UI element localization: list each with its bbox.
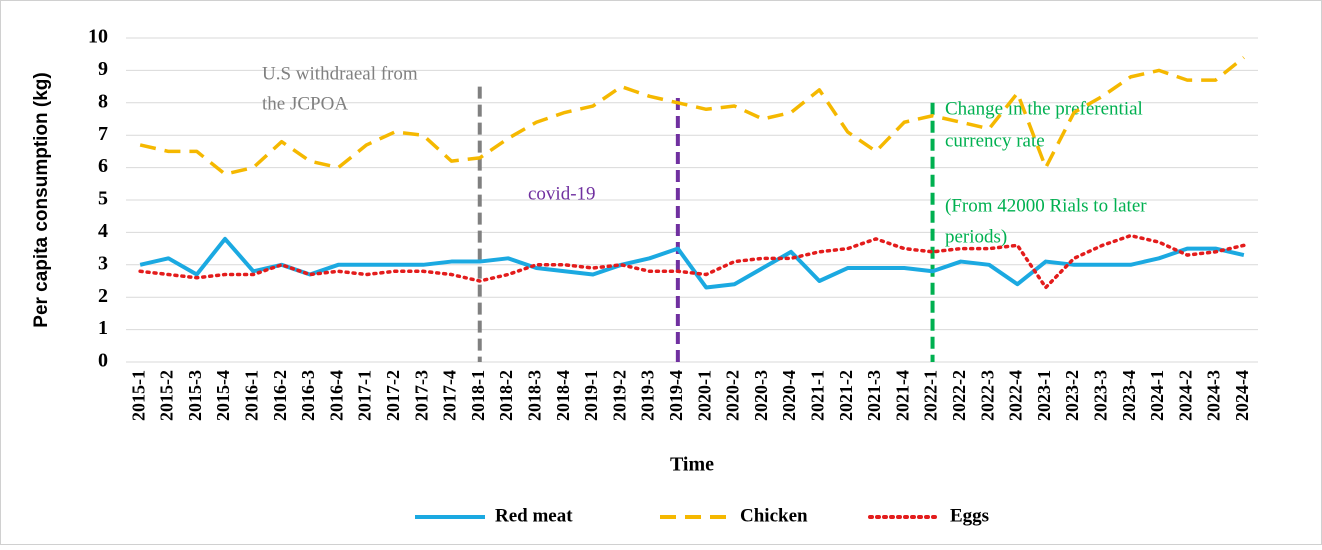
x-tick-label: 2017-3 bbox=[411, 370, 431, 421]
x-tick-label: 2023-3 bbox=[1090, 370, 1110, 421]
x-tick-label: 2022-4 bbox=[1006, 370, 1026, 421]
y-tick-label: 2 bbox=[98, 285, 108, 307]
annotation: periods) bbox=[945, 226, 1007, 247]
x-axis-label: Time bbox=[670, 454, 714, 476]
y-tick-label: 4 bbox=[98, 220, 108, 242]
y-tick-label: 6 bbox=[98, 155, 108, 177]
y-tick-label: 10 bbox=[88, 26, 108, 48]
x-tick-label: 2018-1 bbox=[468, 370, 488, 421]
x-tick-label: 2023-2 bbox=[1062, 370, 1082, 421]
x-tick-label: 2016-4 bbox=[326, 370, 346, 421]
x-tick-label: 2021-3 bbox=[864, 370, 884, 421]
x-tick-label: 2023-4 bbox=[1119, 370, 1139, 421]
annotation: covid-19 bbox=[528, 183, 596, 204]
x-tick-label: 2015-2 bbox=[157, 370, 177, 421]
series-line bbox=[139, 236, 1245, 290]
annotation: U.S withdraeal from bbox=[262, 63, 418, 84]
annotation: currency rate bbox=[945, 130, 1045, 151]
x-tick-label: 2019-3 bbox=[638, 370, 658, 421]
x-tick-label: 2015-1 bbox=[128, 370, 148, 421]
x-tick-label: 2024-1 bbox=[1147, 370, 1167, 421]
annotation: (From 42000 Rials to later bbox=[945, 195, 1147, 216]
y-tick-label: 5 bbox=[98, 188, 108, 210]
x-tick-label: 2017-2 bbox=[383, 370, 403, 421]
x-tick-label: 2016-3 bbox=[298, 370, 318, 421]
x-tick-label: 2023-1 bbox=[1034, 370, 1054, 421]
x-tick-label: 2016-2 bbox=[270, 370, 290, 421]
x-tick-label: 2020-2 bbox=[723, 370, 743, 421]
annotation: Change in the preferential bbox=[945, 98, 1143, 119]
x-tick-label: 2024-3 bbox=[1204, 370, 1224, 421]
x-tick-label: 2024-4 bbox=[1232, 370, 1252, 421]
x-tick-label: 2020-4 bbox=[779, 370, 799, 421]
legend-label: Chicken bbox=[740, 505, 808, 526]
x-tick-label: 2015-4 bbox=[213, 370, 233, 421]
series-line bbox=[139, 56, 1245, 176]
x-tick-label: 2022-2 bbox=[949, 370, 969, 421]
y-tick-label: 3 bbox=[98, 252, 108, 274]
legend-label: Eggs bbox=[950, 505, 989, 526]
x-tick-label: 2021-4 bbox=[892, 370, 912, 421]
y-tick-label: 1 bbox=[98, 317, 108, 339]
x-tick-label: 2017-4 bbox=[440, 370, 460, 421]
y-tick-label: 9 bbox=[98, 58, 108, 80]
series-line bbox=[138, 233, 1246, 290]
x-tick-label: 2018-2 bbox=[496, 370, 516, 421]
x-tick-label: 2020-3 bbox=[751, 370, 771, 421]
y-axis-label: Per capita consumption (kg) bbox=[31, 72, 52, 327]
x-tick-label: 2019-2 bbox=[609, 370, 629, 421]
legend-label: Red meat bbox=[495, 505, 573, 526]
x-tick-label: 2021-2 bbox=[836, 370, 856, 421]
x-tick-label: 2018-4 bbox=[553, 370, 573, 421]
y-tick-label: 0 bbox=[98, 350, 108, 372]
x-tick-label: 2018-3 bbox=[524, 370, 544, 421]
y-tick-label: 7 bbox=[98, 123, 108, 145]
x-tick-label: 2017-1 bbox=[355, 370, 375, 421]
x-tick-label: 2016-1 bbox=[241, 370, 261, 421]
x-tick-label: 2015-3 bbox=[185, 370, 205, 421]
y-tick-label: 8 bbox=[98, 90, 108, 112]
x-tick-label: 2019-1 bbox=[581, 370, 601, 421]
x-tick-label: 2022-3 bbox=[977, 370, 997, 421]
x-tick-label: 2024-2 bbox=[1175, 370, 1195, 421]
x-tick-label: 2019-4 bbox=[666, 370, 686, 421]
annotation: the JCPOA bbox=[262, 93, 348, 114]
x-tick-label: 2020-1 bbox=[694, 370, 714, 421]
x-tick-label: 2022-1 bbox=[921, 370, 941, 421]
x-tick-label: 2021-1 bbox=[807, 370, 827, 421]
